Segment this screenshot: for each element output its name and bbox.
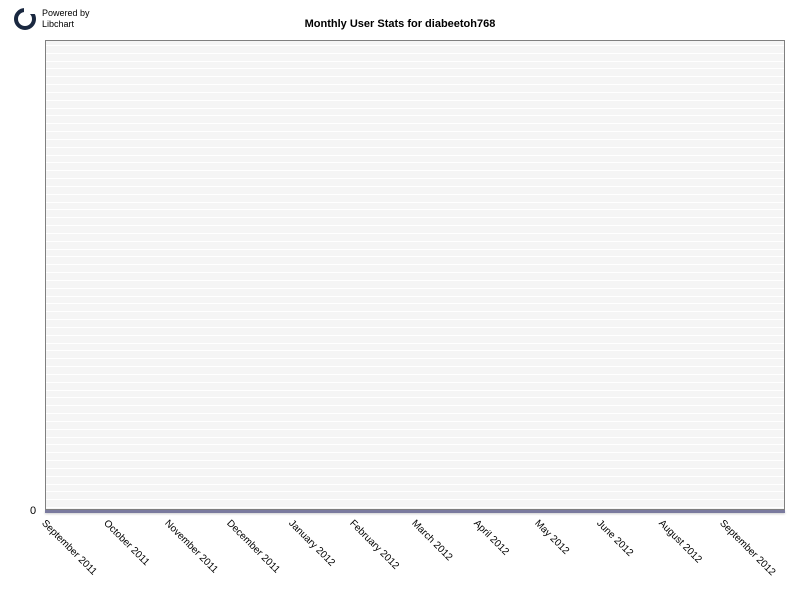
- grid-line: [46, 76, 784, 77]
- grid-line: [46, 452, 784, 453]
- grid-line: [46, 209, 784, 210]
- grid-line: [46, 335, 784, 336]
- grid-line: [46, 139, 784, 140]
- chart-header: Powered by Libchart: [14, 8, 90, 30]
- grid-line: [46, 178, 784, 179]
- x-axis-label: August 2012: [656, 518, 703, 565]
- grid-line: [46, 123, 784, 124]
- grid-line: [46, 358, 784, 359]
- x-axis-label: December 2011: [224, 518, 282, 576]
- libchart-logo-icon: [14, 8, 36, 30]
- grid-line: [46, 53, 784, 54]
- grid-line: [46, 507, 784, 508]
- grid-line: [46, 194, 784, 195]
- grid-line: [46, 319, 784, 320]
- grid-line: [46, 170, 784, 171]
- grid-line: [46, 491, 784, 492]
- grid-line: [46, 115, 784, 116]
- grid-line: [46, 100, 784, 101]
- grid-line: [46, 421, 784, 422]
- grid-line: [46, 444, 784, 445]
- grid-line: [46, 468, 784, 469]
- x-axis-label: March 2012: [409, 518, 454, 563]
- grid-line: [46, 397, 784, 398]
- grid-line: [46, 311, 784, 312]
- grid-line: [46, 366, 784, 367]
- grid-line: [46, 147, 784, 148]
- grid-line: [46, 280, 784, 281]
- x-axis-label: June 2012: [594, 518, 635, 559]
- grid-line: [46, 437, 784, 438]
- grid-line: [46, 68, 784, 69]
- x-axis-label: September 2011: [39, 518, 99, 578]
- grid-line: [46, 84, 784, 85]
- grid-line: [46, 499, 784, 500]
- grid-line: [46, 61, 784, 62]
- x-axis-label: May 2012: [533, 518, 572, 557]
- grid-line: [46, 484, 784, 485]
- x-axis-label: October 2011: [101, 518, 151, 568]
- plot-area: [45, 40, 785, 510]
- grid-line: [46, 374, 784, 375]
- grid-line: [46, 296, 784, 297]
- grid-line: [46, 92, 784, 93]
- grid-line: [46, 303, 784, 304]
- grid-line: [46, 429, 784, 430]
- grid-line: [46, 272, 784, 273]
- y-axis-tick-0: 0: [30, 505, 36, 517]
- grid-line: [46, 249, 784, 250]
- x-axis-label: April 2012: [471, 518, 511, 558]
- grid-line: [46, 241, 784, 242]
- grid-line: [46, 225, 784, 226]
- grid-line: [46, 217, 784, 218]
- grid-line: [46, 162, 784, 163]
- grid-line: [46, 233, 784, 234]
- grid-line: [46, 288, 784, 289]
- powered-line1: Powered by: [42, 8, 90, 19]
- grid-line: [46, 413, 784, 414]
- grid-line: [46, 382, 784, 383]
- grid-line: [46, 45, 784, 46]
- grid-line: [46, 202, 784, 203]
- chart-title: Monthly User Stats for diabeetoh768: [305, 18, 496, 30]
- grid-line: [46, 186, 784, 187]
- grid-line: [46, 476, 784, 477]
- grid-line: [46, 343, 784, 344]
- x-axis-label: February 2012: [348, 518, 402, 572]
- grid-line: [46, 108, 784, 109]
- x-axis-labels: September 2011October 2011November 2011D…: [45, 518, 785, 598]
- grid-line: [46, 350, 784, 351]
- powered-line2: Libchart: [42, 19, 90, 30]
- baseline-bar: [45, 510, 785, 513]
- grid-line: [46, 390, 784, 391]
- grid-line: [46, 460, 784, 461]
- x-axis-label: November 2011: [163, 518, 221, 576]
- grid-line: [46, 327, 784, 328]
- grid-line: [46, 131, 784, 132]
- grid-line: [46, 264, 784, 265]
- grid-line: [46, 155, 784, 156]
- grid-line: [46, 405, 784, 406]
- x-axis-label: September 2012: [718, 518, 778, 578]
- powered-by-label: Powered by Libchart: [42, 8, 90, 30]
- x-axis-label: January 2012: [286, 518, 337, 569]
- grid-line: [46, 256, 784, 257]
